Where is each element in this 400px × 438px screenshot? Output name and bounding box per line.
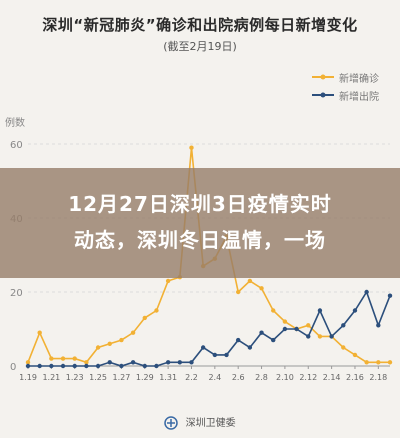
data-point (107, 360, 112, 365)
headline-banner: 12月27日深圳3日疫情实时 动态，深圳冬日温情，一场 (0, 168, 400, 278)
chart-subtitle: (截至2月19日) (163, 40, 237, 53)
data-point (37, 330, 42, 335)
data-point (352, 352, 358, 358)
data-point (387, 360, 393, 365)
data-point (165, 360, 171, 365)
chart-title: 深圳“新冠肺炎”确诊和出院病例每日新增变化 (42, 16, 358, 34)
x-tick-label: 2.10 (276, 373, 294, 382)
health-commission-logo-icon (164, 416, 179, 430)
legend-label-discharged: 新增出院 (339, 91, 379, 103)
x-tick-label: 1.27 (113, 373, 131, 382)
data-point (247, 278, 253, 284)
data-point (212, 352, 218, 358)
data-point (352, 308, 358, 313)
data-point (306, 323, 311, 328)
data-point (119, 363, 124, 369)
data-point (72, 356, 77, 361)
data-point (95, 345, 101, 350)
data-point (294, 326, 299, 332)
data-point (165, 278, 171, 284)
data-point (329, 334, 334, 339)
data-point (49, 356, 54, 361)
legend-swatch-discharged (312, 92, 334, 98)
data-point (259, 286, 264, 291)
data-point (364, 360, 369, 365)
data-point (37, 363, 42, 369)
data-point (341, 323, 346, 328)
data-point (84, 360, 89, 365)
x-tick-label: 1.21 (42, 373, 60, 382)
legend-label-confirmed: 新增确诊 (339, 73, 379, 85)
y-tick-label: 0 (10, 362, 16, 373)
data-point (189, 360, 194, 365)
data-point (341, 345, 346, 350)
data-point (60, 363, 66, 369)
data-point (317, 308, 323, 313)
legend-item-discharged: 新增出院 (312, 86, 379, 104)
x-tick-label: 2.2 (185, 373, 198, 382)
y-tick-label: 60 (10, 140, 23, 151)
x-tick-label: 2.14 (323, 373, 341, 382)
legend-item-confirmed: 新增确诊 (312, 68, 379, 86)
data-point (142, 363, 147, 369)
x-tick-label: 2.12 (299, 373, 317, 382)
legend: 新增确诊 新增出院 (312, 68, 379, 104)
data-point (25, 360, 31, 365)
data-point (317, 334, 323, 339)
x-tick-label: 2.18 (369, 373, 387, 382)
legend-swatch-confirmed (312, 74, 334, 80)
data-point (25, 363, 31, 369)
data-point (72, 363, 77, 369)
data-point (49, 363, 54, 369)
y-tick-label: 20 (10, 288, 23, 299)
data-point (235, 289, 241, 295)
data-point (271, 337, 276, 343)
series-line-1 (28, 290, 391, 367)
x-tick-label: 1.19 (19, 373, 37, 382)
x-tick-label: 1.31 (159, 373, 177, 382)
data-point (247, 345, 253, 350)
data-point (387, 293, 393, 298)
data-point (235, 337, 241, 343)
x-tick-label: 1.25 (89, 373, 107, 382)
data-point (60, 356, 66, 361)
x-tick-label: 2.6 (232, 373, 245, 382)
headline-line-1: 12月27日深圳3日疫情实时 (68, 192, 332, 216)
data-point (282, 319, 288, 324)
data-point (154, 363, 159, 369)
data-point (259, 330, 264, 335)
data-point (119, 337, 124, 343)
data-point (271, 308, 276, 313)
source-footer: 深圳卫健委 (0, 414, 400, 430)
data-point (177, 360, 183, 365)
x-tick-label: 2.8 (255, 373, 268, 382)
data-point (364, 289, 369, 295)
data-point (107, 341, 112, 346)
headline-line-2: 动态，深圳冬日温情，一场 (74, 228, 326, 252)
data-point (84, 363, 89, 369)
data-point (130, 360, 136, 365)
data-point (95, 363, 101, 369)
source-label: 深圳卫健委 (185, 418, 236, 429)
x-tick-label: 1.29 (136, 373, 154, 382)
data-point (130, 330, 136, 335)
x-tick-label: 1.23 (66, 373, 84, 382)
data-point (376, 360, 381, 365)
x-tick-label: 2.4 (208, 373, 221, 382)
data-point (306, 334, 311, 339)
data-point (376, 323, 381, 328)
y-axis-label: 例数 (5, 118, 25, 129)
data-point (282, 326, 288, 332)
data-point (200, 345, 206, 350)
data-point (154, 308, 159, 313)
data-point (224, 352, 229, 358)
data-point (142, 315, 147, 321)
data-point (189, 145, 194, 150)
x-tick-label: 2.16 (346, 373, 364, 382)
